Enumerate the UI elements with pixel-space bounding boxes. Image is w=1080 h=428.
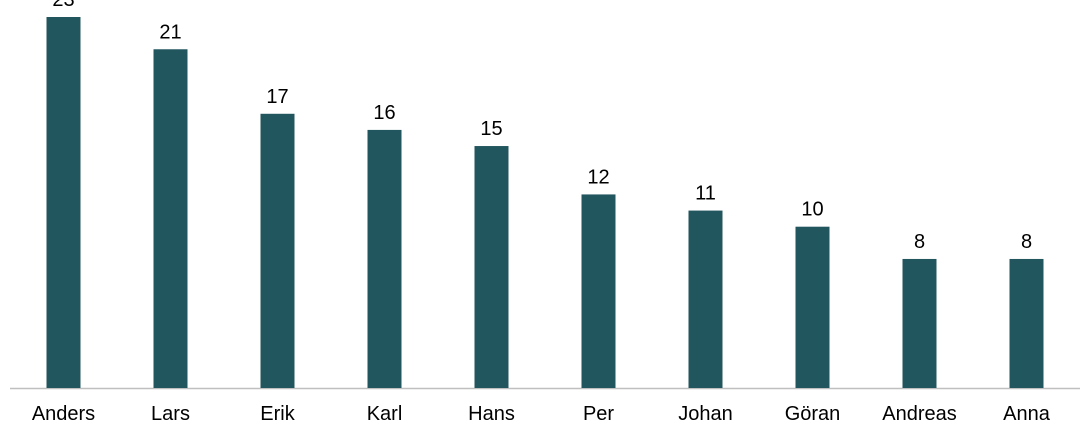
data-label-0: 23 xyxy=(52,0,74,11)
category-label-0: Anders xyxy=(32,403,95,425)
data-label-8: 8 xyxy=(914,231,925,253)
data-label-3: 16 xyxy=(373,102,395,124)
category-label-2: Erik xyxy=(260,403,295,425)
bar-5 xyxy=(581,194,616,388)
bar-series xyxy=(46,17,1044,388)
category-label-1: Lars xyxy=(151,403,190,425)
bar-4 xyxy=(474,146,509,388)
bar-9 xyxy=(1009,258,1044,388)
data-label-2: 17 xyxy=(266,86,288,108)
data-label-9: 8 xyxy=(1021,231,1032,253)
category-label-6: Johan xyxy=(678,403,733,425)
bar-3 xyxy=(367,129,402,388)
data-label-5: 12 xyxy=(587,166,609,188)
data-label-4: 15 xyxy=(480,118,502,140)
bar-6 xyxy=(688,210,723,388)
data-label-6: 11 xyxy=(695,183,716,205)
category-label-7: Göran xyxy=(785,403,841,425)
category-label-8: Andreas xyxy=(882,403,957,425)
category-label-5: Per xyxy=(583,403,614,425)
data-label-7: 10 xyxy=(801,199,823,221)
category-label-4: Hans xyxy=(468,403,515,425)
category-label-3: Karl xyxy=(367,403,403,425)
bar-2 xyxy=(260,113,295,388)
category-label-9: Anna xyxy=(1003,403,1051,425)
bar-7 xyxy=(795,226,830,388)
bar-8 xyxy=(902,258,937,388)
bar-0 xyxy=(46,17,81,388)
data-labels: 23 21 17 16 15 12 11 10 8 8 xyxy=(52,0,1032,253)
bar-1 xyxy=(153,49,188,388)
category-axis-labels: Anders Lars Erik Karl Hans Per Johan Göran Andre… xyxy=(32,403,1051,425)
data-label-1: 21 xyxy=(159,21,181,43)
